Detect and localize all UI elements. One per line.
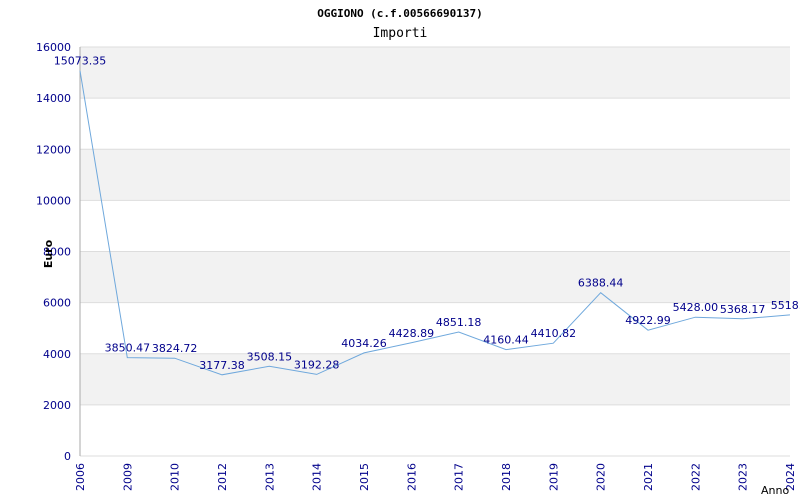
x-tick-label: 2006 (74, 463, 87, 491)
data-label: 3508.15 (247, 350, 293, 363)
data-label: 5428.00 (673, 301, 719, 314)
x-tick-label: 2024 (784, 463, 797, 491)
grid-bands (80, 47, 790, 405)
y-tick-label: 16000 (36, 41, 71, 54)
data-label: 6388.44 (578, 277, 624, 290)
x-tick-label: 2012 (216, 463, 229, 491)
x-tick-label: 2018 (500, 463, 513, 491)
y-tick-label: 8000 (43, 246, 71, 259)
data-label: 5368.17 (720, 303, 766, 316)
x-tick-label: 2009 (121, 463, 134, 491)
x-tick-label: 2013 (263, 463, 276, 491)
grid-lines (80, 46, 790, 457)
data-label: 5518.3 (771, 299, 800, 312)
y-axis-title: Euro (42, 239, 55, 268)
chart-title: OGGIONO (c.f.00566690137) (317, 7, 483, 20)
chart-subtitle: Importi (373, 26, 428, 41)
grid-band (80, 353, 790, 405)
grid-band (80, 47, 790, 99)
x-tick-label: 2015 (358, 463, 371, 491)
data-label: 4160.44 (483, 334, 529, 347)
x-axis-title: Anno (761, 484, 789, 497)
y-tick-label: 0 (64, 450, 71, 463)
x-tick-label: 2010 (169, 463, 182, 491)
data-label: 4410.82 (531, 327, 577, 340)
x-tick-label: 2019 (547, 463, 560, 491)
grid-band (80, 149, 790, 201)
y-tick-label: 14000 (36, 92, 71, 105)
data-label: 3177.38 (199, 359, 245, 372)
y-tick-label: 4000 (43, 348, 71, 361)
y-tick-label: 12000 (36, 143, 71, 156)
x-tick-label: 2023 (737, 463, 750, 491)
data-labels: 15073.35 3850.47 3824.723177.383508.153192… (54, 55, 800, 372)
grid-band (80, 251, 790, 303)
y-tick-label: 2000 (43, 399, 71, 412)
x-tick-labels: 2006 2009 2010 2012 2013 2014 2015 2016 2017 2018… (74, 463, 797, 491)
data-label: 3192.28 (294, 358, 340, 371)
data-label: 4034.26 (341, 337, 387, 350)
data-label: 4851.18 (436, 316, 482, 329)
data-label: 3824.72 (152, 342, 198, 355)
data-label: 4922.99 (625, 314, 671, 327)
x-tick-label: 2014 (311, 463, 324, 491)
x-tick-label: 2021 (642, 463, 655, 491)
y-tick-label: 10000 (36, 194, 71, 207)
data-label: 15073.35 (54, 55, 107, 68)
series-line (79, 70, 791, 376)
x-tick-label: 2022 (689, 463, 702, 491)
data-label: 3850.47 (105, 342, 151, 355)
x-tick-label: 2017 (453, 463, 466, 491)
data-label: 4428.89 (389, 327, 435, 340)
y-tick-labels: 0 2000 4000 6000 8000 10000 12000 14000 16000 (36, 41, 71, 463)
x-tick-label: 2016 (405, 463, 418, 491)
y-tick-label: 6000 (43, 297, 71, 310)
x-tick-label: 2020 (595, 463, 608, 491)
